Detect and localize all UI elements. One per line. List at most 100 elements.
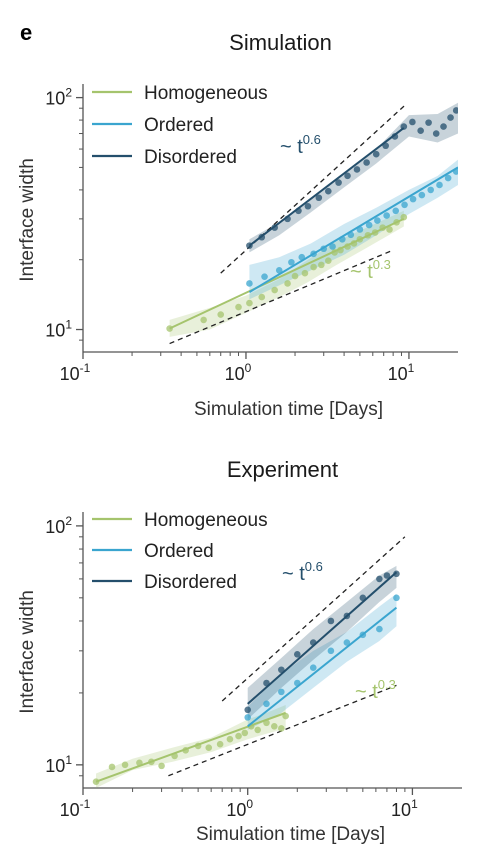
data-point-disordered <box>409 118 416 126</box>
data-point-ordered <box>444 174 452 182</box>
scaling-annotation-exponent: 0.3 <box>378 677 396 692</box>
data-point-ordered <box>418 191 426 199</box>
y-tick-exponent: 1 <box>65 753 72 767</box>
data-point-ordered <box>244 714 252 721</box>
data-point-ordered <box>365 221 373 229</box>
data-point-disordered <box>425 119 432 126</box>
x-tick-exponent: 1 <box>411 797 418 811</box>
y-tick-exponent: 2 <box>65 86 72 100</box>
data-point-homogeneous <box>205 744 213 751</box>
fit-line-ordered <box>248 166 458 293</box>
data-point-ordered <box>261 273 268 280</box>
scaling-annotation: ~ t0.3 <box>350 257 391 283</box>
data-point-homogeneous <box>235 303 242 311</box>
scaling-annotation: ~ t0.3 <box>355 677 396 703</box>
x-tick-label: 100 <box>226 797 253 820</box>
y-tick-exponent: 2 <box>65 514 72 528</box>
data-point-disordered <box>353 166 361 173</box>
data-point-disordered <box>327 617 335 625</box>
data-point-disordered <box>304 202 312 210</box>
scaling-annotation: ~ t0.6 <box>280 132 321 158</box>
scaling-annotation-exponent: 0.6 <box>303 132 321 147</box>
legend-label-disordered: Disordered <box>144 147 237 168</box>
x-tick-base: 10 <box>60 364 80 384</box>
data-point-disordered <box>447 114 454 121</box>
data-point-ordered <box>427 186 435 194</box>
chart-title: Experiment <box>227 457 338 482</box>
y-axis-label: Interface width <box>17 158 38 282</box>
data-point-ordered <box>278 688 285 696</box>
data-point-ordered <box>401 201 408 209</box>
scaling-annotation-base: ~ t <box>350 261 373 283</box>
data-point-ordered <box>383 212 390 219</box>
data-point-disordered <box>372 150 380 158</box>
legend-label-homogeneous: Homogeneous <box>144 510 268 531</box>
data-point-homogeneous <box>270 722 278 730</box>
y-tick-exponent: 1 <box>65 318 72 332</box>
scaling-annotation-base: ~ t <box>280 136 303 158</box>
fit-line-disordered <box>247 571 398 705</box>
legend-label-homogeneous: Homogeneous <box>144 83 268 104</box>
fit-line-disordered <box>248 127 405 247</box>
x-tick-base: 10 <box>391 800 411 820</box>
fit-line-homogeneous <box>169 217 405 330</box>
x-tick-label: 100 <box>225 361 252 384</box>
y-tick-base: 10 <box>45 756 65 776</box>
data-point-homogeneous <box>324 257 332 265</box>
data-point-homogeneous <box>158 762 165 770</box>
scaling-annotation-base: ~ t <box>282 563 305 585</box>
scaling-annotation-exponent: 0.6 <box>305 559 323 574</box>
plot-area <box>92 536 406 788</box>
data-point-disordered <box>315 194 323 202</box>
data-point-homogeneous <box>121 761 129 769</box>
x-axis-label: Simulation time [Days] <box>196 824 385 845</box>
y-tick-label: 101 <box>45 753 72 776</box>
chart-title: Simulation <box>229 30 332 55</box>
panel-letter: e <box>20 20 32 45</box>
data-point-homogeneous <box>217 311 225 318</box>
plot-area <box>166 102 458 345</box>
data-point-disordered <box>376 575 383 583</box>
legend-label-ordered: Ordered <box>144 541 214 562</box>
y-axis-label: Interface width <box>17 590 38 714</box>
data-point-disordered <box>344 172 351 180</box>
data-point-homogeneous <box>310 263 317 271</box>
reference-line-0 <box>221 536 406 702</box>
x-tick-base: 10 <box>226 800 246 820</box>
data-point-ordered <box>393 594 400 602</box>
data-point-homogeneous <box>200 316 207 324</box>
y-tick-base: 10 <box>45 517 65 537</box>
data-point-ordered <box>329 243 336 250</box>
reference-line-0 <box>220 104 406 274</box>
data-point-ordered <box>327 647 335 655</box>
data-point-ordered <box>376 625 383 633</box>
data-point-homogeneous <box>254 726 262 734</box>
data-point-homogeneous <box>241 729 249 737</box>
data-point-homogeneous <box>108 763 116 771</box>
x-tick-base: 10 <box>225 364 245 384</box>
data-point-disordered <box>417 127 424 134</box>
y-tick-label: 102 <box>45 86 72 109</box>
data-point-disordered <box>244 706 252 714</box>
data-point-disordered <box>383 572 391 579</box>
x-tick-base: 10 <box>60 800 80 820</box>
data-point-homogeneous <box>301 269 309 277</box>
data-point-ordered <box>436 181 443 189</box>
confidence-band-disordered <box>249 102 458 253</box>
y-tick-label: 102 <box>45 514 72 537</box>
data-point-homogeneous <box>258 293 266 301</box>
x-tick-label: 10-1 <box>60 361 91 384</box>
data-point-ordered <box>263 700 270 708</box>
confidence-band-homogeneous <box>169 210 404 337</box>
x-tick-exponent: 0 <box>245 361 252 375</box>
data-point-ordered <box>392 207 400 215</box>
x-tick-exponent: -1 <box>80 361 91 375</box>
data-point-homogeneous <box>386 226 393 233</box>
reference-line-1 <box>168 684 397 777</box>
fit-line-homogeneous <box>95 711 287 783</box>
data-point-homogeneous <box>246 299 253 307</box>
x-tick-label: 101 <box>388 361 415 384</box>
data-point-ordered <box>309 664 317 671</box>
data-point-homogeneous <box>318 261 325 269</box>
